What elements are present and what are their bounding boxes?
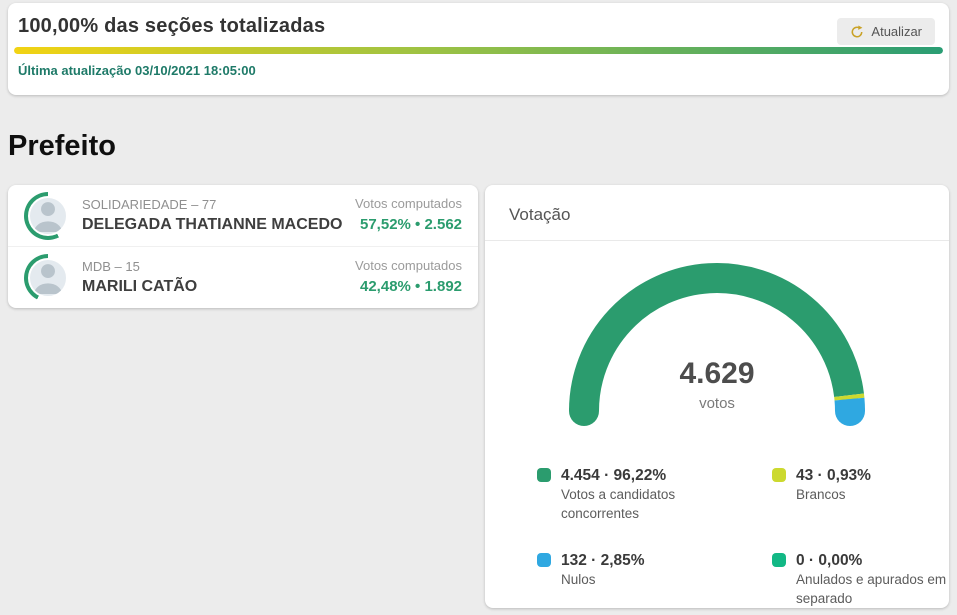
candidate-party: SOLIDARIEDADE – 77 (82, 197, 217, 213)
refresh-label: Atualizar (871, 24, 922, 39)
candidate-name: DELEGADA THATIANNE MACEDO (82, 215, 343, 233)
candidate-result: Votos computados 57,52% • 2.562 (355, 195, 462, 236)
legend-swatch (537, 552, 551, 567)
votes-gauge: 4.629 votos (557, 253, 877, 433)
legend-value: 4.454 · 96,22% (561, 467, 667, 484)
legend-swatch (772, 468, 786, 482)
legend-label: Brancos (796, 487, 846, 503)
candidate-party: MDB – 15 (82, 259, 140, 275)
votes-computed-label: Votos computados (355, 196, 462, 212)
legend-swatch (772, 552, 786, 567)
legend-item-anulados: 0 · 0,00% Anulados e apurados em separad… (772, 550, 949, 609)
votes-gauge-chart (569, 263, 866, 426)
candidate-name: MARILI CATÃO (82, 277, 198, 295)
gauge-center-text: 4.629 votos (557, 355, 877, 413)
candidate-result-value: 42,48% • 1.892 (360, 278, 462, 296)
person-silhouette-icon (34, 263, 62, 294)
legend-label: Votos a candidatos concorrentes (561, 487, 676, 521)
votacao-card: Votação 4.629 votos 4.454 · 96,22% Votos… (485, 185, 949, 608)
totalization-card: 100,00% das seções totalizadas Atualizar… (8, 3, 949, 95)
legend-value: 0 · 0,00% (796, 551, 863, 569)
totalization-progress-fill (14, 47, 943, 54)
person-silhouette-icon (34, 201, 62, 232)
votacao-title: Votação (509, 205, 571, 224)
candidates-card: SOLIDARIEDADE – 77 DELEGADA THATIANNE MA… (8, 185, 478, 308)
total-votes-value: 4.629 (679, 357, 755, 390)
candidate-avatar (28, 257, 68, 298)
candidate-progress-ring (24, 253, 72, 302)
last-update-text: Última atualização 03/10/2021 18:05:00 (18, 63, 256, 78)
candidate-avatar (28, 195, 68, 236)
gauge-legend: 4.454 · 96,22% Votos a candidatos concor… (537, 465, 949, 608)
refresh-icon (850, 25, 864, 39)
totalization-title: 100,00% das seções totalizadas (18, 15, 326, 37)
totalization-progress-bar (14, 47, 943, 54)
votacao-divider (485, 240, 949, 241)
candidate-info: SOLIDARIEDADE – 77 DELEGADA THATIANNE MA… (82, 196, 342, 234)
page-title: Prefeito (8, 130, 116, 162)
candidate-result-value: 57,52% • 2.562 (360, 216, 462, 234)
candidate-row-1[interactable]: SOLIDARIEDADE – 77 DELEGADA THATIANNE MA… (8, 185, 478, 246)
legend-item-nulos: 132 · 2,85% Nulos (537, 550, 772, 609)
votes-computed-label: Votos computados (355, 258, 462, 274)
legend-item-brancos: 43 · 0,93% Brancos (772, 465, 949, 524)
gauge-segment (834, 397, 866, 412)
legend-value: 132 · 2,85% (561, 551, 645, 569)
candidate-info: MDB – 15 MARILI CATÃO (82, 258, 197, 296)
legend-label: Anulados e apurados em separado (796, 572, 947, 606)
legend-item-candidatos: 4.454 · 96,22% Votos a candidatos concor… (537, 465, 772, 524)
refresh-button[interactable]: Atualizar (837, 18, 935, 45)
candidate-result: Votos computados 42,48% • 1.892 (355, 257, 462, 298)
gauge-segment (569, 263, 864, 412)
total-votes-label: votos (699, 394, 735, 412)
candidate-row-2[interactable]: MDB – 15 MARILI CATÃO Votos computados 4… (8, 246, 478, 308)
candidate-progress-ring (24, 191, 72, 240)
legend-value: 43 · 0,93% (796, 467, 871, 484)
legend-swatch (537, 468, 551, 482)
legend-label: Nulos (561, 572, 596, 587)
